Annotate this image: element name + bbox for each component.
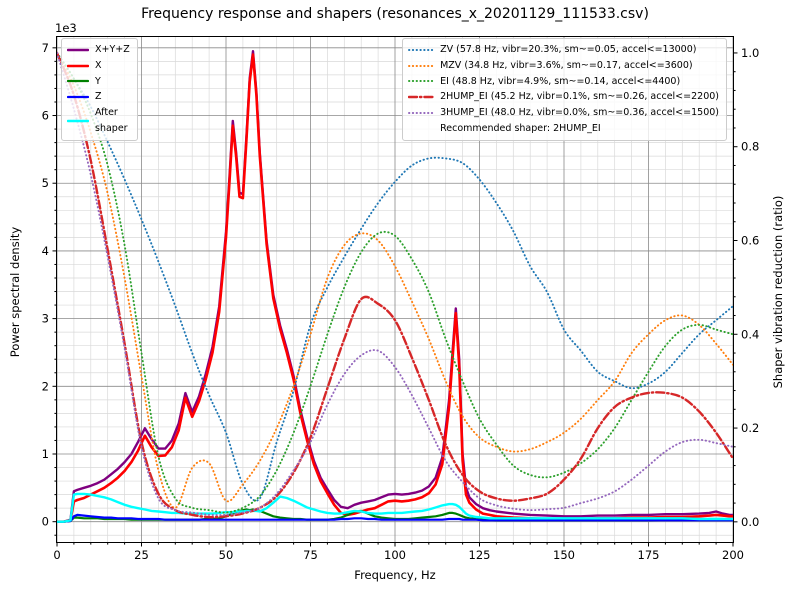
- shaper-curve-3hump-ei: [57, 51, 733, 517]
- legend-swatch-zv: [408, 45, 435, 55]
- legend-swatch-after-shaper: [67, 116, 89, 126]
- svg-text:50: 50: [219, 548, 234, 562]
- legend-label-zv: ZV (57.8 Hz, vibr=20.3%, sm~=0.05, accel…: [440, 44, 697, 55]
- legend-label-after-shaper: After shaper: [95, 107, 128, 134]
- legend-swatch-x: [67, 61, 89, 71]
- shaper-curve-zv: [57, 51, 733, 502]
- shaper-curve-mzv: [57, 51, 733, 509]
- svg-text:2: 2: [42, 379, 49, 393]
- y-axis-offset-text: 1e3: [55, 21, 77, 35]
- legend-swatch-ei: [408, 76, 435, 86]
- svg-text:200: 200: [722, 548, 744, 562]
- axis-ticks: [52, 47, 738, 547]
- svg-text:1.0: 1.0: [741, 46, 759, 60]
- svg-text:1: 1: [42, 447, 49, 461]
- legend-label-2hump-ei: 2HUMP_EI (45.2 Hz, vibr=0.1%, sm~=0.26, …: [440, 91, 719, 103]
- svg-text:5: 5: [42, 176, 49, 190]
- svg-text:125: 125: [469, 548, 491, 562]
- shaper-curve-2hump-ei: [57, 51, 733, 519]
- legend-psd: X+Y+Z X Y Z After shaper: [61, 38, 138, 141]
- legend-item-z: Z: [67, 89, 130, 105]
- legend-swatch-mzv: [408, 61, 435, 71]
- legend-item-3hump-ei: 3HUMP_EI (48.0 Hz, vibr=0.0%, sm~=0.36, …: [408, 105, 719, 121]
- grid-minor: [57, 37, 733, 542]
- legend-label-recommended: Recommended shaper: 2HUMP_EI: [440, 122, 601, 134]
- legend-label-mzv: MZV (34.8 Hz, vibr=3.6%, sm~=0.17, accel…: [440, 59, 693, 71]
- svg-text:6: 6: [42, 109, 49, 123]
- legend-label-xyz: X+Y+Z: [95, 44, 130, 55]
- chart-title: Frequency response and shapers (resonanc…: [141, 6, 649, 22]
- axis-tick-labels: 0 25 50 75 100 125 150 175 200 0 1 2 3 4 5 6 7 0.0 0.2 0.4 0…: [42, 41, 760, 562]
- legend-item-xyz: X+Y+Z: [67, 42, 130, 58]
- legend-label-y: Y: [95, 75, 101, 87]
- svg-text:0.2: 0.2: [741, 421, 759, 435]
- psd-curve-after-shaper: [57, 492, 733, 523]
- svg-text:0.0: 0.0: [741, 515, 759, 529]
- legend-swatch-2hump-ei: [408, 92, 435, 102]
- legend-swatch-y: [67, 76, 89, 86]
- curves: [57, 50, 733, 523]
- svg-text:100: 100: [384, 548, 406, 562]
- legend-item-after-shaper: After shaper: [67, 105, 130, 137]
- svg-text:4: 4: [42, 244, 49, 258]
- legend-label-ei: EI (48.8 Hz, vibr=4.9%, sm~=0.14, accel<…: [440, 75, 681, 87]
- left-y-axis-label: Power spectral density: [8, 226, 22, 358]
- legend-swatch-3hump-ei: [408, 108, 435, 118]
- svg-text:0: 0: [53, 548, 60, 562]
- shaper-curve-ei: [57, 51, 733, 514]
- right-y-axis-label: Shaper vibration reduction (ratio): [771, 195, 785, 389]
- legend-item-y: Y: [67, 74, 130, 90]
- psd-curve-z: [57, 513, 733, 523]
- legend-item-2hump-ei: 2HUMP_EI (45.2 Hz, vibr=0.1%, sm~=0.26, …: [408, 89, 719, 105]
- svg-text:150: 150: [553, 548, 575, 562]
- legend-swatch-z: [67, 92, 89, 102]
- svg-text:175: 175: [638, 548, 660, 562]
- svg-text:0.8: 0.8: [741, 140, 759, 154]
- x-axis-label: Frequency, Hz: [354, 568, 436, 582]
- svg-text:75: 75: [303, 548, 318, 562]
- legend-shapers: ZV (57.8 Hz, vibr=20.3%, sm~=0.05, accel…: [402, 38, 727, 141]
- legend-item-zv: ZV (57.8 Hz, vibr=20.3%, sm~=0.05, accel…: [408, 42, 719, 58]
- svg-text:25: 25: [134, 548, 149, 562]
- svg-text:0.4: 0.4: [741, 327, 759, 341]
- svg-text:3: 3: [42, 312, 49, 326]
- svg-text:0.6: 0.6: [741, 234, 759, 248]
- legend-label-z: Z: [95, 91, 102, 103]
- svg-text:0: 0: [42, 515, 49, 529]
- legend-swatch-xyz: [67, 45, 89, 55]
- legend-label-3hump-ei: 3HUMP_EI (48.0 Hz, vibr=0.0%, sm~=0.36, …: [440, 107, 719, 119]
- psd-curve-xyz: [57, 50, 733, 523]
- legend-item-x: X: [67, 58, 130, 74]
- legend-item-ei: EI (48.8 Hz, vibr=4.9%, sm~=0.14, accel<…: [408, 74, 719, 90]
- legend-item-recommended: Recommended shaper: 2HUMP_EI: [408, 121, 719, 137]
- legend-label-x: X: [95, 59, 102, 71]
- legend-item-mzv: MZV (34.8 Hz, vibr=3.6%, sm~=0.17, accel…: [408, 58, 719, 74]
- svg-text:7: 7: [42, 41, 49, 55]
